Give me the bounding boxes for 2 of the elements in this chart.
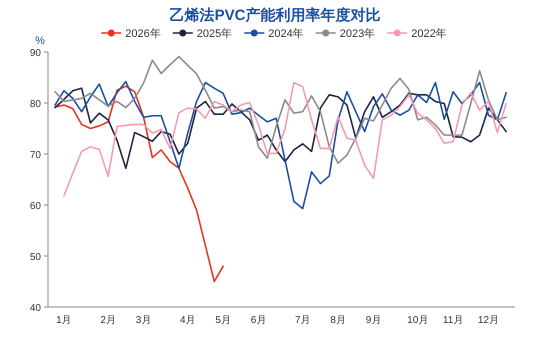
title: 乙烯法PVC产能利用率年度对比 [170, 7, 380, 24]
ylabel: % [35, 35, 45, 47]
